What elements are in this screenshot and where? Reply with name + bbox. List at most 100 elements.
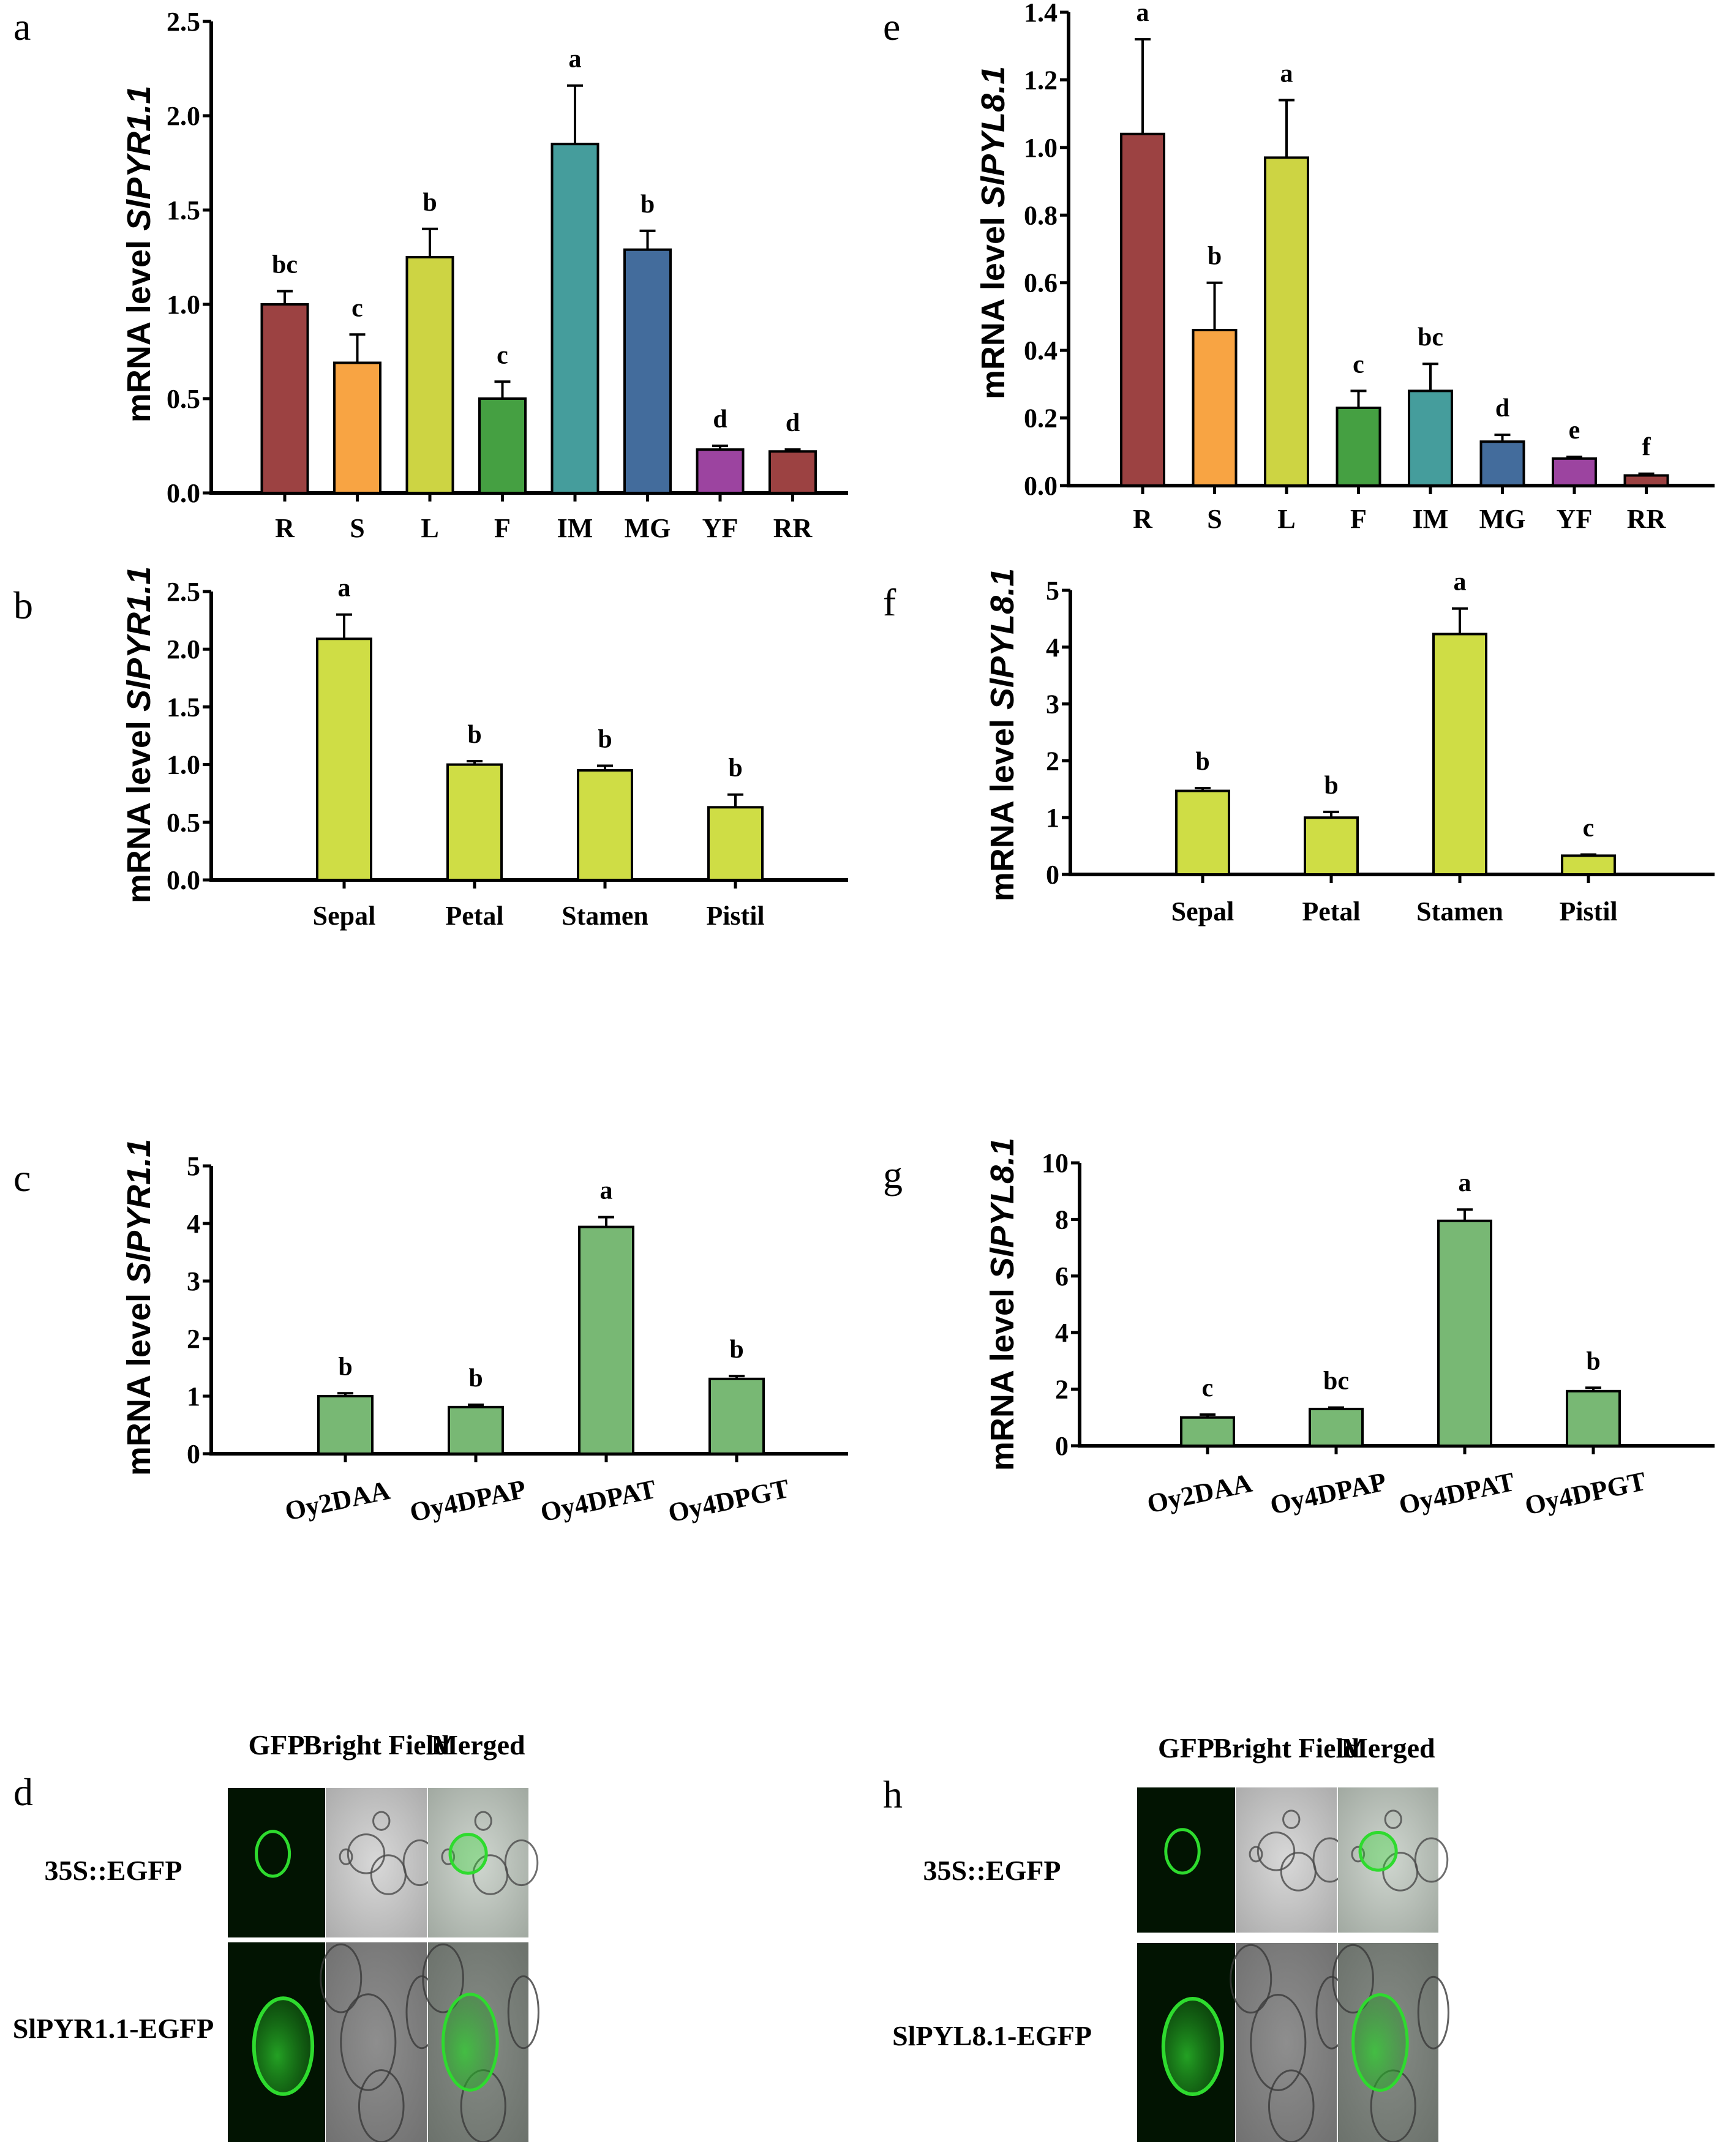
fluorescent-cell (448, 1833, 488, 1875)
y-tick-label: 4 (1055, 1318, 1069, 1348)
x-category-label: Stamen (1416, 896, 1503, 926)
bar-im (1408, 389, 1453, 487)
y-tick-label: 0.5 (167, 384, 200, 414)
significance-label: c (1583, 814, 1595, 843)
y-tick-label: 0 (1055, 1431, 1069, 1461)
significance-label: b (1324, 772, 1338, 800)
bar-s (333, 361, 381, 494)
significance-label: c (1202, 1374, 1214, 1402)
significance-label: b (1586, 1347, 1600, 1375)
y-tick-label: 1.5 (167, 195, 200, 225)
y-tick-label: 1.0 (1024, 133, 1058, 163)
y-tick-label: 1.5 (167, 692, 200, 722)
bar-r (1120, 132, 1165, 487)
cell-outline (474, 1811, 492, 1831)
y-tick-label: 6 (1055, 1261, 1069, 1291)
merged-image (1338, 1787, 1449, 1933)
x-category-label: Oy2DAA (1144, 1468, 1255, 1519)
y-tick-label: 1.0 (167, 290, 200, 320)
bar-mg (1479, 440, 1525, 487)
x-category-label: YF (1557, 504, 1593, 534)
x-category-label: F (494, 513, 511, 543)
bar-sepal (316, 637, 372, 882)
significance-label: c (351, 294, 363, 322)
column-header: Merged (431, 1729, 525, 1761)
column-header: GFP (249, 1729, 305, 1761)
x-category-label: IM (1413, 504, 1449, 534)
fluorescent-cell (442, 1993, 499, 2092)
y-axis-title-gene: SlPYR1.1 (121, 566, 157, 712)
bar-oy4dpat (1437, 1219, 1492, 1447)
bar-petal (446, 763, 503, 881)
bar-sepal (1175, 789, 1230, 876)
significance-label: b (641, 190, 655, 219)
significance-label: b (467, 721, 481, 749)
x-category-label: Oy4DPAP (407, 1474, 528, 1528)
cell-outline (1257, 1831, 1296, 1871)
column-header: Bright Field (303, 1729, 449, 1761)
y-tick-label: 0.0 (1024, 471, 1058, 501)
y-tick-label: 2 (187, 1324, 200, 1354)
gfp-image (1137, 1787, 1235, 1933)
y-tick-label: 2 (1046, 746, 1059, 776)
cell-outline (422, 1943, 464, 2013)
y-tick-label: 0.8 (1024, 200, 1058, 230)
significance-label: b (338, 1353, 352, 1381)
bright-field-image (320, 1942, 438, 2142)
y-tick-label: 1 (1046, 803, 1059, 833)
significance-label: d (786, 409, 800, 437)
x-category-label: S (350, 513, 364, 543)
x-category-label: Oy4DPAP (1268, 1467, 1389, 1520)
fluorescent-cell (252, 1996, 315, 2096)
y-tick-label: 2.5 (167, 7, 200, 37)
bright-field-image (326, 1788, 437, 1937)
y-tick-label: 0 (1046, 860, 1059, 890)
x-category-label: Oy4DPAT (1396, 1467, 1517, 1520)
chart-c: c 0 1 2 3 4 5 mRNA level SlPYR1.1 b Oy2DAA b Oy4DPA… (13, 1139, 848, 1528)
y-tick-label: 2.0 (167, 634, 200, 664)
bar-yf (1552, 457, 1597, 487)
y-tick-label: 3 (187, 1266, 200, 1296)
y-axis-title-gene: SlPYL8.1 (984, 1138, 1021, 1279)
bar-pistil (707, 806, 764, 881)
bar-l (405, 256, 454, 494)
bar-rr (1623, 474, 1669, 487)
cell-outline (1332, 1944, 1374, 2014)
y-tick-label: 0.6 (1024, 268, 1058, 298)
merged-image (422, 1942, 539, 2142)
significance-label: b (1195, 748, 1209, 776)
bar-stamen (577, 769, 633, 882)
x-category-label: Sepal (313, 901, 376, 931)
y-tick-label: 1.0 (167, 750, 200, 780)
panel-letter: f (883, 581, 896, 624)
x-category-label: Petal (445, 901, 503, 931)
row-label: SlPYL8.1-EGFP (892, 2020, 1092, 2051)
y-tick-label: 2.0 (167, 101, 200, 131)
cell-outline (347, 1833, 386, 1874)
y-tick-label: 8 (1055, 1204, 1069, 1234)
x-category-label: RR (773, 513, 813, 543)
significance-label: bc (1323, 1367, 1349, 1396)
bar-oy4dpat (578, 1225, 634, 1455)
bar-pistil (1561, 854, 1616, 876)
x-category-label: Pistil (706, 901, 764, 931)
x-category-label: Oy4DPGT (1522, 1466, 1648, 1521)
panel-letter: c (13, 1156, 31, 1200)
bar-r (260, 303, 309, 494)
y-axis-title-gene: SlPYR1.1 (121, 86, 157, 231)
cell-outline (1250, 1994, 1307, 2091)
cell-outline (1417, 1975, 1449, 2050)
y-tick-label: 1 (187, 1381, 200, 1411)
significance-label: a (1459, 1169, 1471, 1197)
x-category-label: Oy4DPAT (538, 1474, 658, 1528)
y-tick-label: 0.0 (167, 478, 200, 508)
significance-label: f (1642, 434, 1651, 462)
y-tick-label: 10 (1042, 1148, 1069, 1178)
gfp-image (228, 1942, 325, 2142)
y-tick-label: 3 (1046, 690, 1059, 720)
significance-label: a (1454, 568, 1467, 596)
cell-outline (1282, 1809, 1301, 1829)
chart-b: b 0.0 0.5 1.0 1.5 2.0 2.5 mRNA level SlPYR1.1 a S… (13, 566, 848, 931)
x-category-label: MG (625, 513, 671, 543)
cell-outline (1384, 1809, 1402, 1829)
